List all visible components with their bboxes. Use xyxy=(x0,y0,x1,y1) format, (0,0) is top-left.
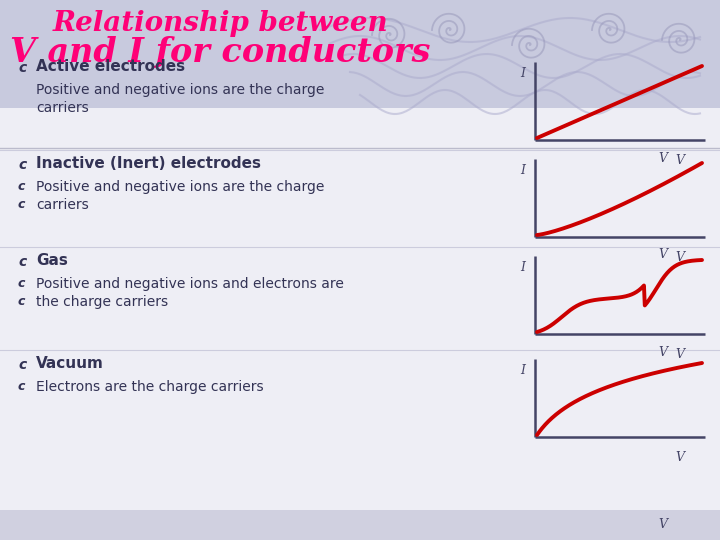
Text: Gas: Gas xyxy=(36,253,68,268)
Text: Positive and negative ions are the charge: Positive and negative ions are the charg… xyxy=(36,180,325,194)
Text: carriers: carriers xyxy=(36,101,89,115)
Text: I: I xyxy=(520,364,525,377)
Text: c: c xyxy=(18,255,26,269)
FancyBboxPatch shape xyxy=(0,0,720,148)
Text: I: I xyxy=(520,164,525,177)
Text: c: c xyxy=(18,158,26,172)
Text: c: c xyxy=(18,198,25,211)
Text: V: V xyxy=(675,251,684,264)
Text: Vacuum: Vacuum xyxy=(36,356,104,371)
Text: V: V xyxy=(658,518,667,531)
Text: V and I for conductors: V and I for conductors xyxy=(10,35,430,68)
Text: I: I xyxy=(520,261,525,274)
Text: c: c xyxy=(18,358,26,372)
Text: V: V xyxy=(675,154,684,167)
Text: c: c xyxy=(18,180,25,193)
Text: V: V xyxy=(675,451,684,464)
Text: c: c xyxy=(18,277,25,290)
FancyBboxPatch shape xyxy=(0,108,720,512)
Text: V: V xyxy=(658,152,667,165)
Text: the charge carriers: the charge carriers xyxy=(36,295,168,309)
Text: c: c xyxy=(18,380,25,393)
Text: Electrons are the charge carriers: Electrons are the charge carriers xyxy=(36,380,264,394)
Text: carriers: carriers xyxy=(36,198,89,212)
Text: Active electrodes: Active electrodes xyxy=(36,59,185,74)
Text: V: V xyxy=(658,346,667,359)
Text: c: c xyxy=(18,295,25,308)
Text: Positive and negative ions and electrons are: Positive and negative ions and electrons… xyxy=(36,277,344,291)
Text: c: c xyxy=(18,61,26,75)
Text: Positive and negative ions are the charge: Positive and negative ions are the charg… xyxy=(36,83,325,97)
Text: Inactive (Inert) electrodes: Inactive (Inert) electrodes xyxy=(36,156,261,171)
Text: Relationship between: Relationship between xyxy=(52,10,388,37)
Text: I: I xyxy=(520,67,525,80)
Text: V: V xyxy=(658,248,667,261)
Text: V: V xyxy=(675,348,684,361)
FancyBboxPatch shape xyxy=(0,510,720,540)
